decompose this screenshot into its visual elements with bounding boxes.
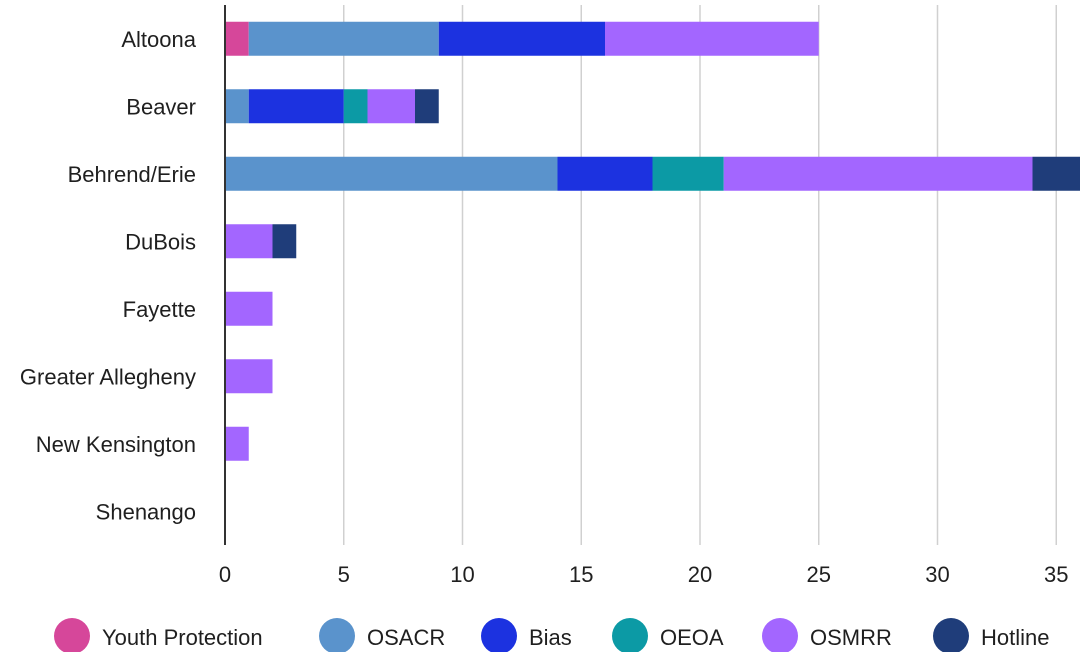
bar-segment bbox=[225, 156, 558, 191]
legend-label: Bias bbox=[529, 625, 572, 650]
x-tick-label: 0 bbox=[219, 562, 231, 587]
legend: Youth Protection OSACR Bias OEOA OSMRR Hotlin… bbox=[54, 618, 1049, 652]
bar-segment bbox=[225, 89, 249, 124]
category-label: Shenango bbox=[96, 499, 196, 524]
bar-segment bbox=[415, 89, 439, 124]
legend-label: OSACR bbox=[367, 625, 445, 650]
bar-segment bbox=[652, 156, 724, 191]
bar-segment bbox=[1032, 156, 1080, 191]
legend-swatch bbox=[762, 618, 798, 652]
bars bbox=[225, 21, 1080, 461]
bar-segment bbox=[225, 21, 249, 56]
bar-segment bbox=[248, 21, 439, 56]
x-tick-label: 20 bbox=[688, 562, 712, 587]
x-tick-label: 25 bbox=[807, 562, 831, 587]
legend-swatch bbox=[933, 618, 969, 652]
x-tick-labels: 0 5 10 15 20 25 30 35 bbox=[219, 562, 1069, 587]
bar-segment bbox=[605, 21, 819, 56]
category-label: Greater Allegheny bbox=[20, 364, 196, 389]
category-labels: Altoona Beaver Behrend/Erie DuBois Fayette Gr… bbox=[20, 27, 197, 525]
bar-segment bbox=[272, 224, 297, 259]
bar-segment bbox=[225, 426, 249, 461]
bar-segment bbox=[723, 156, 1033, 191]
x-tick-label: 35 bbox=[1044, 562, 1068, 587]
legend-swatch bbox=[319, 618, 355, 652]
legend-swatch bbox=[612, 618, 648, 652]
legend-label: Hotline bbox=[981, 625, 1049, 650]
x-tick-label: 30 bbox=[925, 562, 949, 587]
bar-segment bbox=[367, 89, 415, 124]
legend-swatch bbox=[481, 618, 517, 652]
legend-label: Youth Protection bbox=[102, 625, 263, 650]
legend-label: OSMRR bbox=[810, 625, 892, 650]
category-label: New Kensington bbox=[36, 432, 196, 457]
bar-segment bbox=[225, 291, 273, 326]
bar-segment bbox=[225, 224, 273, 259]
category-label: Altoona bbox=[121, 27, 196, 52]
bar-segment bbox=[557, 156, 653, 191]
bar-segment bbox=[438, 21, 605, 56]
legend-label: OEOA bbox=[660, 625, 724, 650]
category-label: Beaver bbox=[126, 94, 196, 119]
x-tick-label: 5 bbox=[338, 562, 350, 587]
x-tick-label: 15 bbox=[569, 562, 593, 587]
category-label: Fayette bbox=[123, 297, 196, 322]
category-label: Behrend/Erie bbox=[68, 162, 196, 187]
x-tick-label: 10 bbox=[450, 562, 474, 587]
bar-segment bbox=[248, 89, 344, 124]
category-label: DuBois bbox=[125, 229, 196, 254]
legend-swatch bbox=[54, 618, 90, 652]
bar-segment bbox=[343, 89, 368, 124]
bar-segment bbox=[225, 359, 273, 394]
grid-lines bbox=[343, 5, 1057, 545]
